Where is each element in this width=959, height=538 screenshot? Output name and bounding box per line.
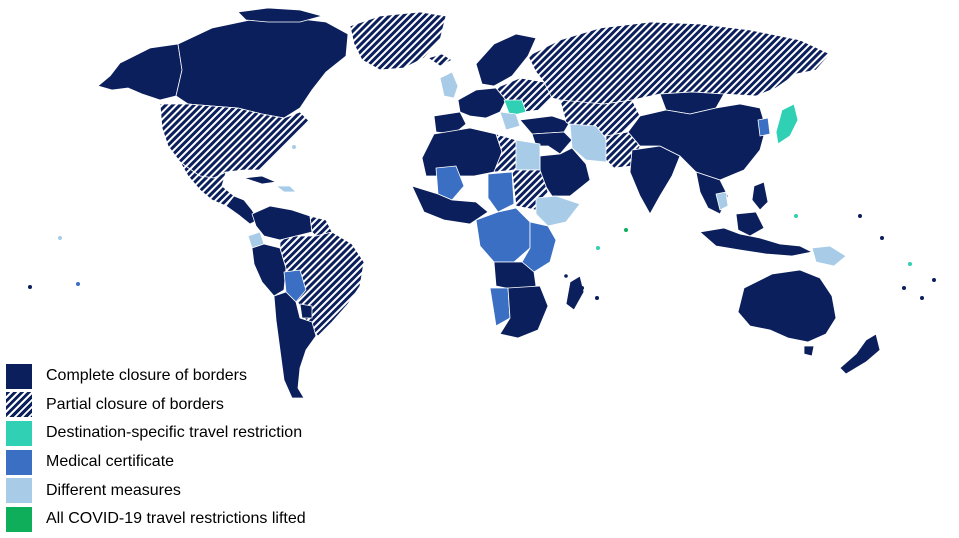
striped-navy-swatch [6,392,32,418]
island-dot [292,145,296,149]
region-mali-sahel [435,165,465,201]
island-dot [902,286,906,290]
region-western-europe [457,87,507,119]
region-argentina-chile [273,291,317,399]
island-dot [564,274,568,278]
legend-label: All COVID-19 travel restrictions lifted [46,510,306,528]
region-indonesia [699,227,813,257]
blue-swatch [6,449,32,475]
region-bolivia [283,269,307,303]
region-horn-of-africa [535,195,581,227]
region-greenland [349,11,447,71]
region-iberia [433,111,467,135]
island-dot [580,286,584,290]
light-blue-swatch [6,478,32,504]
region-libya [493,133,517,173]
legend-label: Complete closure of borders [46,367,247,385]
region-paraguay [299,303,313,319]
map-legend: Complete closure of borders Partial clos… [6,362,426,534]
region-canada-islands [237,7,323,23]
region-australia [737,269,837,343]
region-scandinavia [475,33,537,87]
island-dot [908,262,912,266]
island-dot [595,296,599,300]
region-caribbean-islands [275,185,297,193]
legend-item-complete: Complete closure of borders [6,362,426,391]
region-japan [775,103,799,145]
legend-item-different: Different measures [6,476,426,505]
region-namibia [489,287,511,327]
legend-item-destination: Destination-specific travel restriction [6,419,426,448]
region-tasmania [803,345,815,357]
region-china [627,103,767,181]
region-turkey [519,115,571,135]
region-peru [251,243,287,297]
region-east-africa [521,221,557,273]
region-philippines [751,181,769,211]
island-dot [624,228,628,232]
island-dot [58,236,62,240]
region-north-africa-west [421,127,503,177]
green-swatch [6,506,32,532]
region-colombia-venezuela [251,205,313,241]
region-canada [175,17,349,119]
island-dot [880,236,884,240]
region-angola-zambia [493,261,537,291]
legend-label: Different measures [46,481,181,499]
region-cuba [243,175,277,185]
island-dot [28,285,32,289]
region-borneo [735,211,765,237]
region-central-america [225,195,259,225]
region-uk [439,71,459,99]
teal-swatch [6,420,32,446]
legend-label: Destination-specific travel restriction [46,424,303,442]
region-central-africa [475,207,531,263]
legend-item-medical: Medical certificate [6,448,426,477]
region-west-africa [411,185,489,225]
solid-navy-swatch [6,363,32,389]
island-dot [920,296,924,300]
island-dot [858,214,862,218]
region-india [629,145,681,215]
island-dot [596,246,600,250]
legend-label: Medical certificate [46,453,175,471]
legend-item-partial: Partial closure of borders [6,391,426,420]
legend-label: Partial closure of borders [46,395,224,413]
region-madagascar [565,275,585,311]
region-korea [757,117,771,137]
region-alaska [97,43,183,101]
region-egypt [515,139,541,171]
island-dot [76,282,80,286]
region-papua [811,245,847,267]
region-southern-africa [499,285,549,339]
region-chad [487,171,515,213]
legend-item-lifted: All COVID-19 travel restrictions lifted [6,505,426,534]
island-dot [794,214,798,218]
region-romania [503,99,527,117]
region-vietnam [715,191,729,211]
region-iceland [427,53,453,67]
region-balkans [499,111,521,131]
region-russia [527,21,831,105]
region-new-zealand [839,333,881,375]
island-dot [932,278,936,282]
